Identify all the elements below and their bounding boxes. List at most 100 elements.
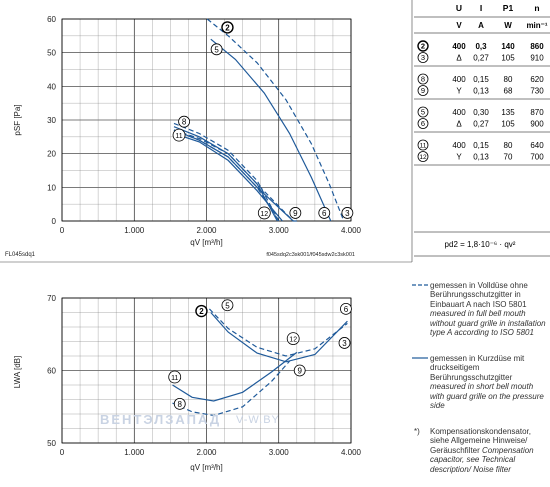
y-tick-label: 10: [47, 183, 56, 192]
table-power: 105: [501, 54, 515, 63]
curve-marker-label: 6: [322, 209, 327, 218]
table-speed: 620: [530, 75, 544, 84]
table-header-U: U: [456, 3, 462, 13]
table-unit: V: [456, 21, 462, 30]
curve-marker-9: [289, 207, 302, 219]
curve-marker-12: [286, 332, 300, 346]
x-tick-label: 0: [60, 226, 65, 235]
plot-frame: [61, 297, 352, 444]
table-connection: Y: [456, 153, 462, 162]
y-tick-label: 0: [52, 217, 57, 226]
curve-marker-5: [221, 299, 234, 312]
curve-marker-3: [341, 207, 354, 219]
curve-marker-label: 6: [344, 305, 349, 314]
footnote-en: Compensation capacitor, see Technical de…: [430, 445, 534, 474]
curve-marker-label: 8: [178, 400, 183, 409]
curve-marker-12: [257, 206, 271, 220]
curve-marker-label: 11: [171, 375, 178, 382]
footnote-text: Kompensationskondensator, siehe Allgemei…: [430, 427, 548, 474]
legend-solid-en: measured in short bell mouth with guard …: [430, 382, 544, 411]
curve-marker-label: 3: [345, 209, 350, 218]
y-tick-label: 30: [47, 116, 56, 125]
footnote-de: Kompensationskondensator, siehe Allgemei…: [430, 427, 531, 455]
y-tick-label: 60: [47, 15, 56, 24]
table-power: 105: [501, 120, 515, 129]
table-header-P1: P1: [503, 3, 514, 13]
curve-marker-3: [338, 337, 351, 349]
table-power: 68: [504, 87, 513, 96]
table-voltage: 400: [452, 42, 466, 51]
table-current: 0,13: [473, 87, 489, 96]
curve-marker-6: [318, 207, 331, 219]
table-power: 80: [504, 141, 513, 150]
table-speed: 870: [530, 108, 544, 117]
legend-dashed-text: gemessen in Volldüse ohne Berührungsschu…: [430, 281, 548, 337]
table-power: 80: [504, 75, 513, 84]
table-curve-label: 6: [421, 119, 425, 128]
series-line-6: [173, 126, 278, 222]
table-speed: 640: [530, 141, 544, 150]
table-curve-marker-12: [417, 151, 429, 162]
table-header-n: n: [534, 3, 539, 13]
table-current: 0,27: [473, 54, 489, 63]
y-tick-label: 50: [47, 439, 56, 448]
curve-marker-8: [173, 397, 186, 410]
formula-text: pd2 = 1,8·10⁻⁶ · qv²: [445, 240, 516, 249]
table-speed: 910: [530, 54, 544, 63]
table-speed: 860: [530, 42, 544, 51]
curve-marker-label: 5: [225, 301, 230, 310]
table-current: 0,30: [473, 108, 489, 117]
y-axis-label: LWA [dB]: [13, 356, 22, 388]
series-line-8: [172, 360, 291, 417]
series-line-11: [172, 351, 298, 402]
table-curve-marker-3: [417, 52, 429, 63]
y-tick-label: 50: [47, 49, 56, 58]
table-speed: 730: [530, 87, 544, 96]
y-axis-label: pSF [Pa]: [13, 104, 22, 135]
x-tick-label: 2.000: [196, 448, 217, 457]
table-current: 0,15: [473, 141, 489, 150]
watermark-logo: ВЕНТЭЛЗАПАД: [100, 412, 222, 427]
table-current: 0,13: [473, 153, 489, 162]
table-unit: A: [478, 21, 484, 30]
series-line-12: [173, 129, 294, 222]
footnote-marker: *): [414, 427, 420, 436]
table-current: 0,3: [475, 42, 487, 51]
table-curve-label: 5: [421, 108, 425, 117]
curve-marker-2: [221, 21, 234, 34]
y-tick-label: 20: [47, 150, 56, 159]
legend-dashed-en: measured in full bell mouth without guar…: [430, 309, 546, 338]
x-tick-label: 0: [60, 448, 65, 457]
table-power: 70: [504, 153, 513, 162]
table-curve-marker-5: [417, 106, 429, 118]
table-voltage: 400: [452, 75, 466, 84]
curve-marker-6: [340, 302, 352, 315]
curve-marker-label: 12: [260, 211, 268, 218]
legend-solid-text: gemessen in Kurzdüse mit druckseitigem B…: [430, 354, 548, 410]
table-curve-marker-11: [417, 139, 429, 151]
table-curve-marker-9: [417, 85, 429, 96]
curve-marker-label: 5: [214, 45, 219, 54]
legend-solid-de: gemessen in Kurzdüse mit druckseitigem B…: [430, 354, 525, 382]
table-curve-label: 2: [421, 42, 425, 51]
series-line-5: [210, 312, 348, 363]
table-curve-marker-8: [417, 73, 429, 85]
chart-id-right: f045sdq2c3sk001/f045sdw2c3sk001: [266, 252, 355, 258]
curve-marker-label: 2: [199, 307, 204, 316]
curve-marker-11: [168, 370, 182, 384]
curve-marker-label: 11: [175, 133, 182, 140]
watermark-site: V-W.BY: [236, 414, 280, 426]
table-curve-label: 11: [420, 143, 427, 150]
curve-marker-label: 9: [297, 367, 302, 376]
curve-marker-8: [178, 115, 191, 128]
table-connection: Δ: [456, 120, 462, 129]
curve-marker-2: [195, 304, 208, 318]
curve-marker-5: [210, 43, 223, 56]
curve-marker-11: [172, 128, 186, 142]
chart-id-left: FL045sdq1: [5, 252, 36, 258]
curve-marker-9: [293, 364, 306, 377]
table-power: 140: [501, 42, 515, 51]
table-connection: Y: [456, 87, 462, 96]
table-curve-label: 3: [421, 53, 425, 62]
